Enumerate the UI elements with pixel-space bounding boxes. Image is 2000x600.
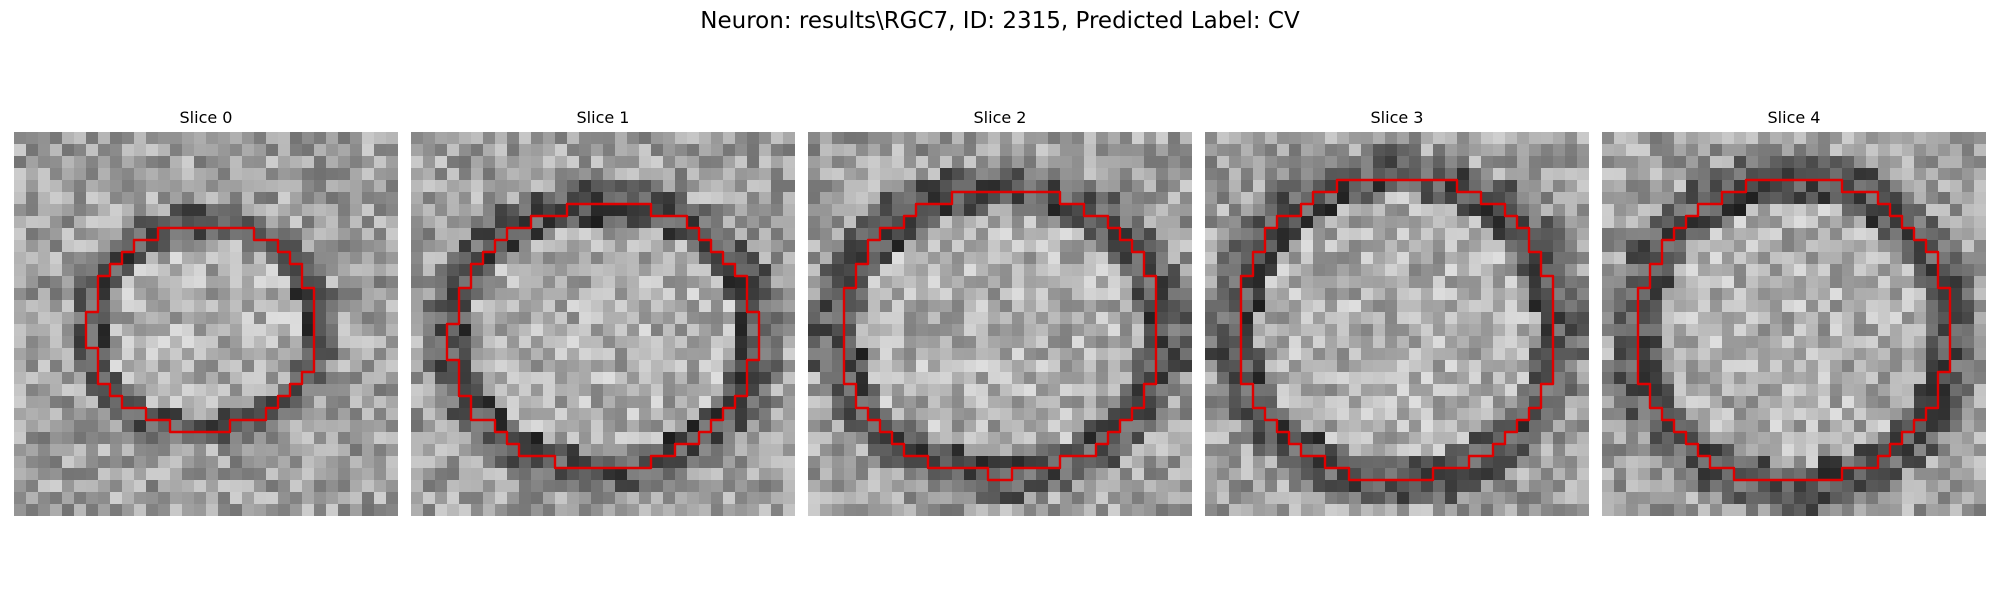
slice-title: Slice 4 [1767, 108, 1821, 127]
slice-panel-1: Slice 1 [411, 108, 795, 516]
slice-image-4 [1602, 132, 1986, 516]
cell-contour [445, 202, 761, 470]
slice-title: Slice 2 [973, 108, 1027, 127]
cell-contour [1239, 178, 1555, 482]
cell-contour [84, 226, 316, 434]
slice-image-3 [1205, 132, 1589, 516]
slice-title: Slice 1 [576, 108, 630, 127]
slice-image-1 [411, 132, 795, 516]
slice-image-0 [14, 132, 398, 516]
figure-title: Neuron: results\RGC7, ID: 2315, Predicte… [700, 8, 1300, 34]
slice-title: Slice 0 [179, 108, 233, 127]
cell-contour [842, 190, 1158, 482]
slice-title: Slice 3 [1370, 108, 1424, 127]
cell-contour [1636, 178, 1952, 482]
slice-panel-0: Slice 0 [14, 108, 398, 516]
slice-image-2 [808, 132, 1192, 516]
slice-panel-4: Slice 4 [1602, 108, 1986, 516]
slice-panel-2: Slice 2 [808, 108, 1192, 516]
slice-panel-3: Slice 3 [1205, 108, 1589, 516]
